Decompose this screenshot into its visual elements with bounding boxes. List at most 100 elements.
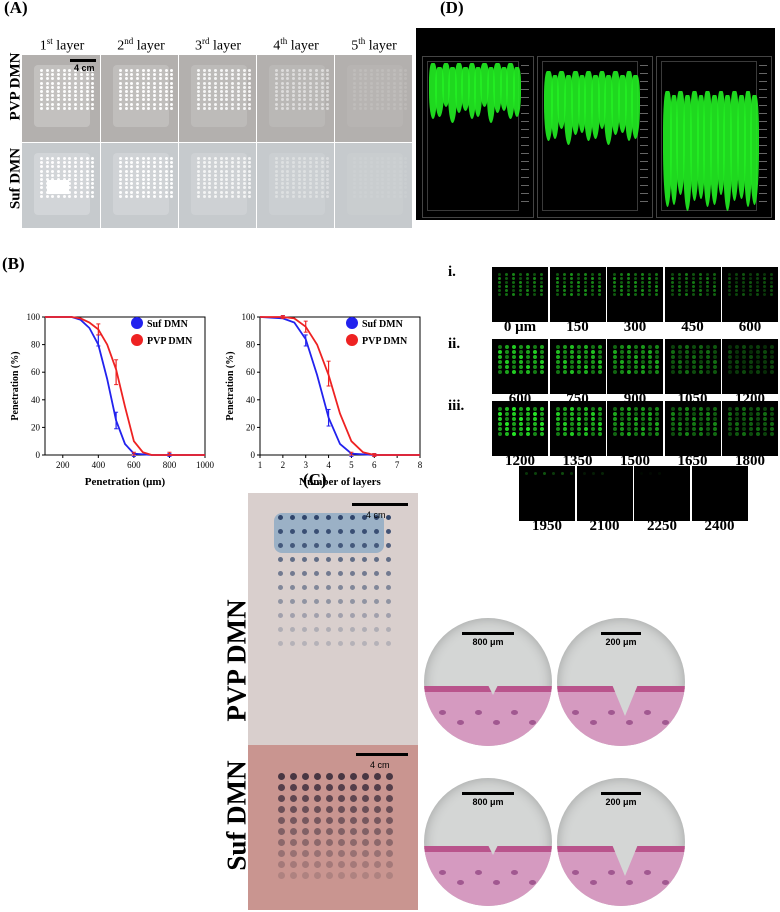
y-tick-label: 40: [246, 395, 256, 405]
ruler-tick: [640, 169, 648, 170]
ruler-tick: [759, 153, 767, 154]
layer-ordinal: st: [46, 36, 53, 46]
green-signal: [584, 71, 593, 141]
histology-scale-bar: [601, 632, 641, 635]
box-edge: [542, 61, 638, 211]
ruler-tick: [759, 193, 767, 194]
ruler-tick: [521, 113, 529, 114]
layer-photo-2-4: [257, 143, 335, 229]
x-axis-label: Number of layers: [299, 476, 381, 488]
ruler-tick: [521, 193, 529, 194]
microneedle-holes: [278, 773, 395, 879]
ruler-tick: [759, 201, 767, 202]
green-signal: [544, 71, 553, 141]
histology-scale-label: 200 μm: [605, 797, 637, 807]
cell-nucleus: [626, 880, 633, 886]
confocal-slice: [664, 401, 721, 456]
cell-nucleus: [572, 710, 579, 716]
green-signal: [486, 67, 496, 123]
cell-nucleus: [608, 870, 615, 876]
ruler-tick: [759, 89, 767, 90]
confocal-slice: [722, 339, 778, 394]
suf-dmn-skin-photo: [248, 745, 418, 910]
time-label-1: 1 h: [465, 36, 483, 51]
green-signal: [624, 71, 634, 141]
cell-nucleus: [662, 720, 669, 726]
y-tick-label: 60: [31, 367, 41, 377]
layer-photo-1-2: [101, 55, 179, 143]
green-signal: [499, 67, 509, 111]
green-signal: [710, 95, 719, 205]
fluorescent-dots: [728, 345, 776, 374]
green-signal: [493, 63, 502, 113]
penetration-cavity: [488, 844, 498, 855]
cell-nucleus: [511, 870, 518, 876]
pvp-dmn-skin-photo: [248, 493, 418, 745]
fluorescent-dots: [498, 273, 546, 296]
confocal-slice: [607, 401, 663, 456]
confocal-slice: [607, 339, 663, 394]
confocal-slice: [549, 267, 606, 322]
x-tick-label: 4: [326, 460, 331, 470]
fluorescent-dots: [555, 407, 604, 436]
histology-suf-800: [424, 778, 552, 906]
layer-number: 5: [351, 38, 359, 54]
fluorescent-dots: [498, 407, 546, 436]
confocal-slice: [634, 466, 690, 521]
penetration-depth-chart: 200 400 600 800 1000 0 20 40 60 80 100 Penetration …: [10, 312, 215, 488]
histology-suf-200: [557, 778, 685, 906]
series-line-pvp: [45, 316, 205, 456]
layer-header-2: 2nd layer: [103, 36, 179, 55]
legend-marker: [346, 317, 358, 329]
ruler-tick: [521, 153, 529, 154]
cell-nucleus: [608, 710, 615, 716]
y-tick-label: 80: [31, 340, 41, 350]
layer-ordinal: th: [358, 36, 366, 46]
penetration-cavity: [610, 682, 639, 716]
green-signal: [716, 91, 726, 195]
cell-nucleus: [439, 870, 446, 876]
fluorescent-dots: [555, 345, 604, 374]
time-label-2: 4 h: [581, 36, 599, 51]
x-tick-label: 200: [56, 460, 70, 470]
ruler-tick: [521, 105, 529, 106]
fluorescent-dots: [640, 472, 690, 475]
green-signal: [448, 67, 457, 123]
tissue-section: [424, 688, 552, 746]
layer-photo-1-1: [22, 55, 101, 143]
ruler-tick: [759, 185, 767, 186]
legend-marker: [131, 317, 143, 329]
green-signal: [441, 63, 451, 107]
ruler-tick: [759, 145, 767, 146]
ruler-tick: [640, 105, 648, 106]
fluorescent-dots: [613, 345, 661, 374]
tissue-section: [424, 848, 552, 906]
layer-photo-2-3: [179, 143, 257, 229]
histology-scale-label: 200 μm: [605, 637, 637, 647]
green-signal: [676, 91, 686, 195]
y-tick-label: 100: [27, 312, 41, 322]
x-tick-label: 3: [303, 460, 308, 470]
plot-frame: [44, 316, 206, 456]
microneedle-dots: [197, 69, 253, 110]
ruler-tick: [521, 65, 529, 66]
ruler-tick: [521, 81, 529, 82]
ruler-tick: [759, 73, 767, 74]
green-signal: [597, 71, 607, 129]
confocal-slice: [492, 401, 548, 456]
layer-number: 1: [39, 38, 47, 54]
confocal-slice: [664, 267, 721, 322]
cell-nucleus: [662, 880, 669, 886]
ruler-tick: [521, 89, 529, 90]
panel-c-label: (C): [303, 470, 327, 489]
layer-photo-1-5: [335, 55, 413, 143]
green-signal: [723, 95, 733, 211]
ruler-tick: [759, 129, 767, 130]
ruler-tick: [640, 193, 648, 194]
green-signal: [435, 67, 444, 117]
ruler-tick: [640, 65, 648, 66]
green-signal: [577, 75, 587, 133]
fluorescent-dots: [555, 273, 604, 296]
green-signal: [512, 67, 521, 117]
